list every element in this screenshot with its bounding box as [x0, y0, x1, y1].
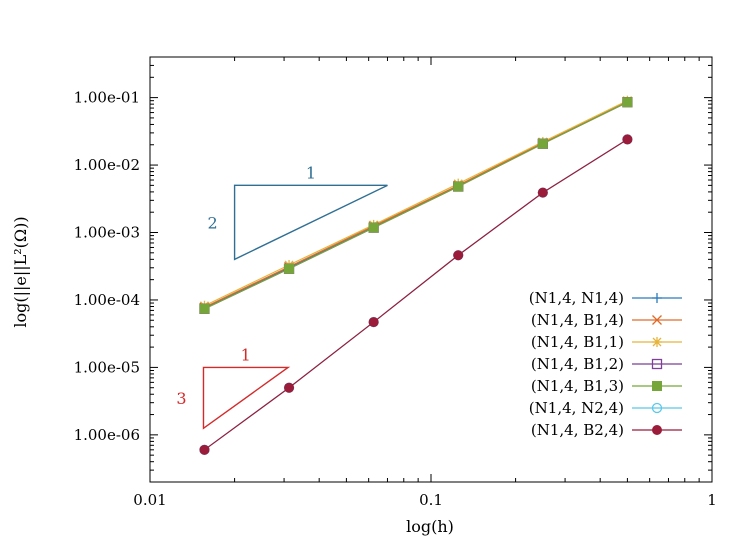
legend-marker [651, 402, 663, 414]
legend-label: (N1,4, B1,1) [531, 333, 624, 351]
data-point [368, 222, 379, 233]
legend-entry: (N1,4, B2,4) [531, 421, 682, 439]
y-axis-label: log(||e||L²(Ω)) [11, 216, 30, 327]
legend-entry: (N1,4, N2,4) [529, 399, 682, 417]
legend-label: (N1,4, N1,4) [529, 289, 624, 307]
y-tick-label: 1.00e-01 [74, 89, 140, 107]
data-point [537, 138, 548, 149]
legend-marker [652, 425, 662, 435]
slope-run-label: 1 [241, 345, 251, 364]
data-point [453, 181, 464, 192]
data-point [199, 303, 210, 314]
data-point [622, 134, 633, 145]
legend-marker [651, 358, 663, 370]
legend-entry: (N1,4, N1,4) [529, 289, 682, 307]
x-tick-label: 0.1 [419, 491, 443, 509]
series-line [204, 138, 628, 451]
legend-entry: (N1,4, B1,3) [531, 377, 682, 395]
data-point [453, 250, 464, 261]
legend: (N1,4, N1,4) (N1,4, B1,4) (N1,4, B1,1) (N1,… [529, 289, 682, 439]
legend-label: (N1,4, N2,4) [529, 399, 624, 417]
legend-label: (N1,4, B1,2) [531, 355, 624, 373]
y-tick-label: 1.00e-06 [74, 426, 140, 444]
y-tick-label: 1.00e-02 [74, 156, 140, 174]
legend-marker [652, 293, 662, 303]
slope-triangle [202, 366, 291, 430]
series-5 [199, 97, 633, 314]
legend-marker [652, 381, 662, 391]
y-tick-label: 1.00e-03 [74, 224, 140, 242]
plot-frame [149, 56, 713, 483]
data-point [622, 97, 633, 108]
x-tick-label: 0.01 [133, 491, 166, 509]
legend-marker [652, 337, 662, 347]
x-axis-label: log(h) [406, 517, 454, 536]
data-point [368, 317, 379, 328]
data-point [199, 444, 210, 455]
data-point [284, 263, 295, 274]
series-line [204, 100, 628, 307]
data-point [284, 382, 295, 393]
data-point [537, 187, 548, 198]
legend-label: (N1,4, B1,4) [531, 311, 624, 329]
slope-run-label: 1 [306, 163, 316, 182]
series-line [204, 100, 628, 308]
axes: 0.01 0.1 1 1.00e-01 1.00e-02 1.00e-03 1.00e-04… [74, 56, 717, 509]
series-7 [199, 134, 633, 455]
y-tick-label: 1.00e-05 [74, 358, 140, 376]
legend-entry: (N1,4, B1,4) [531, 311, 682, 329]
slope-triangles: 1 2 1 3 [176, 163, 388, 430]
slope-rise-label: 2 [207, 213, 217, 232]
legend-marker [652, 315, 662, 325]
legend-entry: (N1,4, B1,2) [531, 355, 682, 373]
legend-entry: (N1,4, B1,1) [531, 333, 682, 351]
y-tick-label: 1.00e-04 [74, 291, 140, 309]
legend-label: (N1,4, B1,3) [531, 377, 624, 395]
legend-label: (N1,4, B2,4) [531, 421, 624, 439]
slope-triangle [233, 184, 388, 261]
x-tick-label: 1 [707, 491, 717, 509]
series-group [199, 95, 633, 455]
slope-rise-label: 3 [176, 389, 186, 408]
series-line [204, 101, 628, 310]
